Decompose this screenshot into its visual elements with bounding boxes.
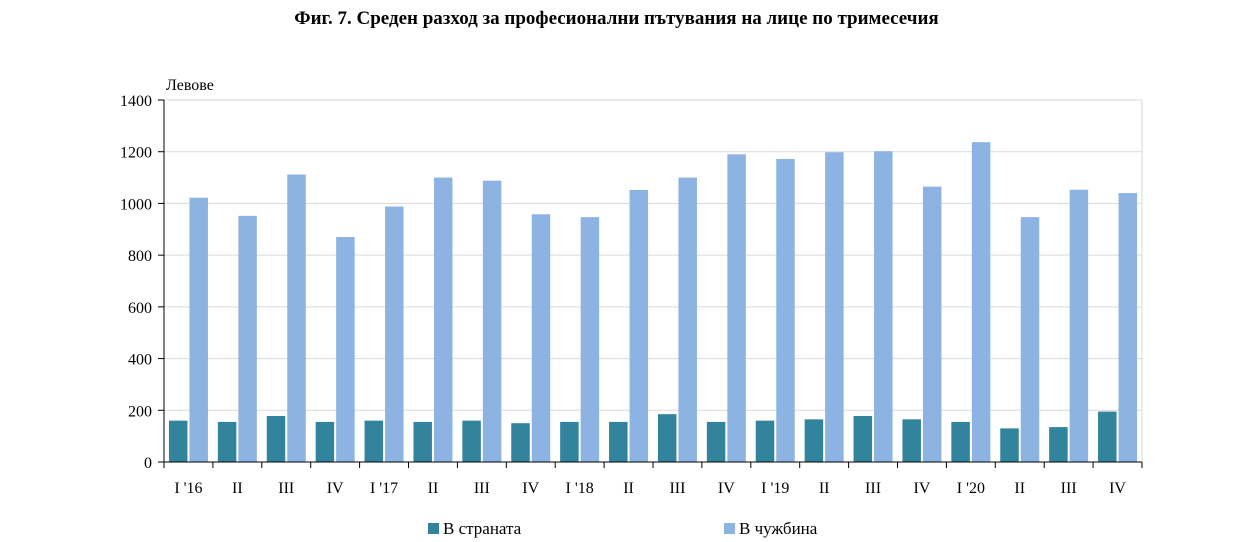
- x-tick-label: II: [623, 480, 634, 497]
- x-tick-label: IV: [718, 480, 735, 497]
- y-tick-label: 1400: [120, 93, 152, 110]
- bar-domestic: [168, 420, 188, 462]
- bar-domestic: [755, 420, 775, 462]
- legend-label: В чужбина: [739, 519, 818, 538]
- legend: В страната В чужбина: [428, 519, 818, 538]
- bar-domestic: [413, 421, 432, 462]
- bar-domestic: [511, 423, 530, 462]
- y-tick-label: 600: [128, 300, 152, 317]
- bar-abroad: [629, 189, 649, 463]
- x-tick-label: II: [428, 480, 439, 497]
- x-tick-label: III: [1061, 480, 1077, 497]
- x-axis: I '16 II III IV I '17 II III IV I '18 II III IV I '1…: [163, 461, 1143, 497]
- y-axis: 0 200 400 600 800 1000 1200 1400: [120, 93, 165, 472]
- y-tick-label: 1000: [120, 196, 152, 213]
- bar-domestic: [902, 419, 921, 462]
- bar-abroad: [580, 217, 600, 462]
- bar-abroad: [678, 177, 697, 463]
- x-tick-label: I '16: [174, 480, 202, 497]
- y-tick-label: 400: [128, 352, 152, 369]
- x-tick-label: II: [819, 480, 830, 497]
- x-tick-label: I '20: [957, 480, 985, 497]
- bar-abroad: [825, 152, 844, 462]
- y-tick-label: 200: [128, 403, 152, 420]
- plot-area: [163, 99, 1143, 463]
- bar-domestic: [1000, 428, 1019, 462]
- bars: [168, 142, 1138, 463]
- bar-abroad: [238, 215, 257, 462]
- y-tick-label: 1200: [120, 145, 152, 162]
- y-tick-label: 0: [144, 455, 152, 472]
- bar-domestic: [951, 421, 970, 462]
- x-tick-label: I '19: [761, 480, 789, 497]
- x-tick-label: IV: [1109, 480, 1126, 497]
- x-tick-label: II: [1014, 480, 1025, 497]
- x-tick-label: II: [232, 480, 243, 497]
- bar-abroad: [189, 197, 208, 463]
- legend-label: В страната: [443, 519, 522, 538]
- x-tick-label: IV: [914, 480, 931, 497]
- legend-swatch: [428, 523, 439, 534]
- y-axis-label: Левове: [166, 77, 214, 94]
- bar-domestic: [804, 419, 824, 462]
- bar-abroad: [874, 151, 893, 462]
- bar-domestic: [657, 414, 677, 462]
- x-tick-label: III: [474, 480, 490, 497]
- legend-swatch: [724, 523, 735, 534]
- y-tick-label: 800: [128, 248, 152, 265]
- bar-domestic: [462, 420, 481, 462]
- x-tick-label: I '17: [370, 480, 398, 497]
- bar-domestic: [1049, 427, 1068, 462]
- x-tick-label: I '18: [566, 480, 594, 497]
- bar-domestic: [266, 415, 286, 462]
- bar-abroad: [1020, 217, 1040, 462]
- x-tick-label: III: [278, 480, 294, 497]
- bar-domestic: [560, 421, 579, 462]
- x-tick-label: IV: [327, 480, 344, 497]
- x-tick-label: III: [669, 480, 685, 497]
- bar-domestic: [853, 415, 873, 462]
- bar-abroad: [1069, 189, 1089, 462]
- bar-abroad: [287, 174, 306, 462]
- chart-title: Фиг. 7. Среден разход за професионални п…: [294, 8, 939, 29]
- gridlines: [164, 99, 1142, 411]
- bar-abroad: [531, 214, 551, 462]
- bar-domestic: [609, 421, 628, 462]
- x-tick-label: IV: [522, 480, 539, 497]
- bar-domestic: [364, 420, 384, 462]
- bar-abroad: [385, 206, 404, 462]
- bar-domestic: [217, 421, 237, 462]
- bar-domestic: [1098, 411, 1117, 462]
- bar-abroad: [922, 186, 942, 462]
- bar-abroad: [336, 237, 355, 462]
- x-tick-label: III: [865, 480, 881, 497]
- bar-abroad: [776, 158, 795, 462]
- bar-abroad: [727, 154, 746, 463]
- bar-abroad: [482, 180, 502, 462]
- bar-abroad: [433, 177, 453, 463]
- bar-abroad: [1118, 193, 1138, 463]
- bar-domestic: [315, 421, 335, 462]
- bar-domestic: [706, 421, 726, 462]
- bar-abroad: [971, 142, 991, 462]
